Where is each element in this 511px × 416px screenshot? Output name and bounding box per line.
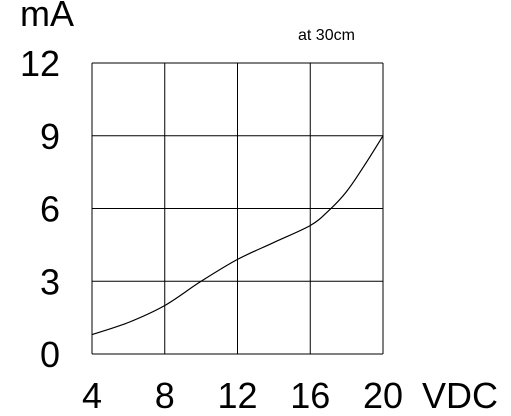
chart-annotation: at 30cm [298,27,355,44]
y-tick-labels: 0 3 6 9 12 [20,43,60,375]
x-axis-label: VDC [422,375,498,416]
y-axis-label: mA [20,0,74,34]
x-tick-label: 12 [217,375,257,416]
x-tick-labels: 4 8 12 16 20 [82,375,403,416]
x-tick-label: 20 [363,375,403,416]
x-tick-label: 8 [155,375,175,416]
y-tick-label: 0 [40,334,60,375]
series-line [91,135,384,336]
y-tick-label: 12 [20,43,60,84]
y-tick-label: 6 [40,189,60,230]
y-tick-label: 9 [40,116,60,157]
x-tick-label: 4 [82,375,102,416]
x-tick-label: 16 [290,375,330,416]
y-tick-label: 3 [40,261,60,302]
grid [91,62,384,355]
